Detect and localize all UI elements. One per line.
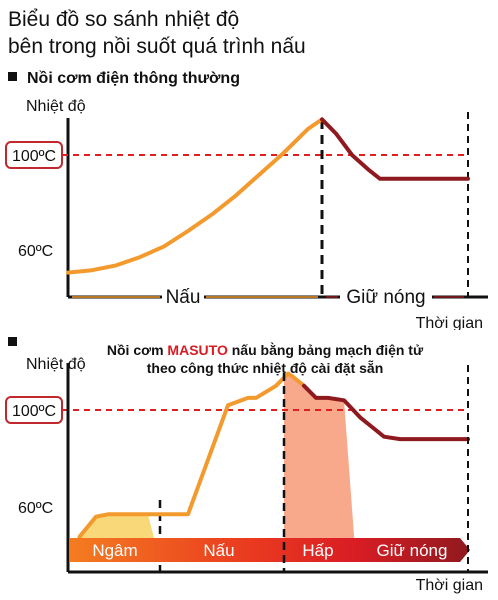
bullet-square-icon bbox=[8, 72, 17, 81]
steam-area bbox=[284, 373, 356, 562]
x-axis-label: Thời gian bbox=[416, 315, 483, 330]
series-line-0 bbox=[66, 117, 324, 275]
caption-brand: MASUTO bbox=[167, 342, 228, 358]
chart-title-line-1: Biểu đồ so sánh nhiệt độ bbox=[8, 8, 240, 31]
caption-suffix: nấu bằng bảng mạch điện tử bbox=[228, 341, 424, 358]
phase-label-bg-cook bbox=[162, 284, 204, 308]
series-line-1 bbox=[320, 117, 470, 181]
y-axis-label: Nhiệt độ bbox=[26, 98, 86, 115]
caption-prefix: Nồi cơm bbox=[107, 342, 168, 358]
caption-line-1: Nồi cơm MASUTO nấu bằng bảng mạch điện t… bbox=[107, 341, 424, 358]
series-line-1 bbox=[302, 383, 470, 442]
section-masuto bbox=[8, 335, 27, 353]
y-tick-label-60: 60ºC bbox=[18, 243, 53, 260]
y-tick-label-60: 60ºC bbox=[18, 500, 53, 517]
phase-label-3: Giữ nóng bbox=[377, 541, 448, 560]
phase-label-warm: Giữ nóng bbox=[346, 287, 425, 308]
y-tick-label-100: 100ºC bbox=[12, 403, 56, 420]
y-tick-label-100: 100ºC bbox=[12, 148, 56, 165]
phase-label-cook: Nấu bbox=[166, 287, 201, 308]
y-axis-label: Nhiệt độ bbox=[26, 356, 86, 373]
phase-label-1: Nấu bbox=[203, 541, 234, 560]
chart-title-line-2: bên trong nồi suốt quá trình nấu bbox=[8, 35, 306, 58]
caption-line-2: theo công thức nhiệt độ cài đặt sẵn bbox=[147, 359, 384, 376]
phase-label-0: Ngâm bbox=[92, 541, 137, 560]
section-label-conventional: Nồi cơm điện thông thường bbox=[27, 70, 240, 87]
phase-label-2: Hấp bbox=[302, 541, 333, 560]
phase-label-bg-warm bbox=[340, 284, 432, 308]
section-conventional: Nồi cơm điện thông thường bbox=[8, 70, 240, 88]
chart-masuto: Nồi cơm MASUTO nấu bằng bảng mạch điện t… bbox=[5, 341, 488, 594]
chart-conventional: Nhiệt độ 100ºC 60ºC Nấu Giữ nóng Thời gian bbox=[5, 98, 488, 330]
x-axis-label: Thời gian bbox=[416, 577, 483, 594]
bullet-square-icon bbox=[8, 337, 17, 346]
phase-bar bbox=[70, 538, 470, 562]
